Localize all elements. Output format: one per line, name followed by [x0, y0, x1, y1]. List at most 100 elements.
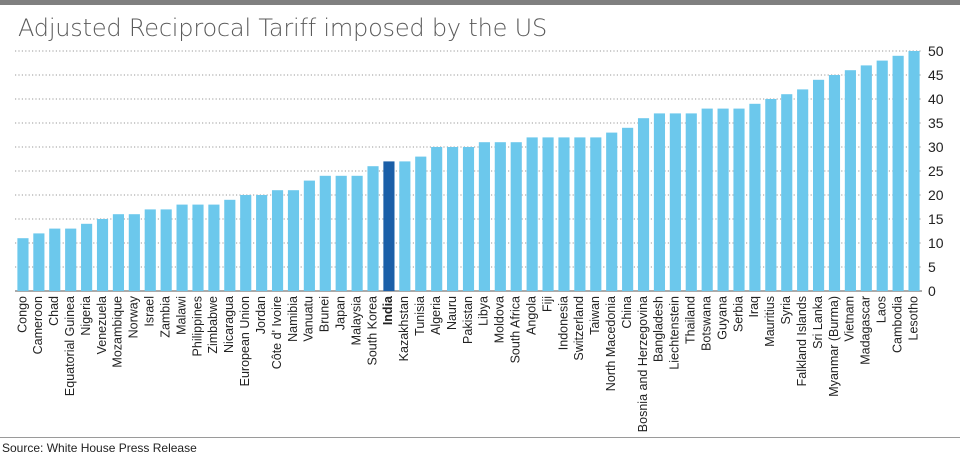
- x-tick-label: Syria: [779, 296, 793, 325]
- bar-congo: [17, 238, 29, 291]
- chart-title: Adjusted Reciprocal Tariff imposed by th…: [18, 14, 547, 42]
- x-tick-label: Nauru: [445, 296, 459, 330]
- x-tick-label: Libya: [477, 296, 491, 326]
- bar-european-union: [240, 195, 252, 291]
- source-note: Source: White House Press Release: [2, 441, 197, 455]
- x-tick-label: Jordan: [254, 296, 268, 334]
- x-tick-label: Laos: [875, 296, 889, 323]
- bar-jordan: [256, 195, 268, 291]
- bar-bosnia-and-herzegovina: [637, 118, 650, 291]
- x-tick-label: Equatorial Guinea: [63, 296, 77, 396]
- y-tick-label: 15: [928, 211, 944, 227]
- x-tick-label: European Union: [238, 296, 252, 386]
- bar-israel: [144, 209, 156, 291]
- bar-botswana: [701, 108, 713, 291]
- bar-libya: [478, 142, 490, 291]
- bottom-rule: [0, 437, 960, 438]
- bar-falkland-islands: [797, 89, 809, 292]
- x-tick-label: North Macedonia: [604, 296, 618, 391]
- bar-liechtenstein: [669, 113, 681, 292]
- bar-vanuatu: [303, 180, 315, 291]
- x-tick-label: Vanuatu: [302, 296, 316, 342]
- bar-india: [383, 161, 395, 291]
- x-tick-label: Algeria: [429, 296, 443, 335]
- bar-fiji: [542, 137, 554, 291]
- bar-guyana: [717, 108, 729, 291]
- x-tick-label: Serbia: [731, 296, 745, 332]
- bar-lesotho: [908, 51, 920, 291]
- bar-iraq: [749, 103, 761, 291]
- x-tick-label: Lesotho: [906, 296, 920, 341]
- x-tick-label: Tunisia: [413, 296, 427, 336]
- bar-angola: [526, 137, 538, 291]
- x-tick-label: Fiji: [540, 296, 554, 312]
- bar-vietnam: [844, 70, 856, 291]
- x-tick-label: Indonesia: [556, 296, 570, 350]
- bar-moldova: [494, 142, 506, 291]
- x-tick-label: Zambia: [158, 296, 172, 338]
- x-tick-label: Guyana: [715, 296, 729, 340]
- y-tick-label: 40: [928, 91, 944, 107]
- x-tick-label: Liechtenstein: [668, 296, 682, 370]
- bar-south-korea: [367, 166, 379, 291]
- bar-mozambique: [112, 214, 124, 291]
- x-tick-label: South Korea: [365, 296, 379, 366]
- y-tick-label: 0: [928, 283, 936, 299]
- y-tick-label: 25: [928, 163, 944, 179]
- x-tick-label: Pakistan: [461, 296, 475, 344]
- x-tick-label: Kazakhstan: [397, 296, 411, 361]
- x-tick-label: Iraq: [747, 296, 761, 318]
- bar-syria: [781, 94, 793, 291]
- x-tick-label: Venezuela: [95, 296, 109, 354]
- bar-myanmar-burma-: [828, 75, 841, 291]
- bar-brunei: [319, 175, 331, 291]
- bar-chart: 0 5 10 15 20 25 30 35 40 45 50 Congo Cameroon Chad Equ…: [15, 43, 944, 432]
- x-tick-label: Cambodia: [890, 296, 904, 353]
- x-tick-label: Zimbabwe: [206, 296, 220, 354]
- bar-philippines: [192, 204, 204, 291]
- bar-cambodia: [892, 55, 904, 291]
- x-tick-label: Myanmar (Burma): [827, 296, 841, 397]
- bar-china: [622, 127, 634, 291]
- bar-taiwan: [590, 137, 602, 291]
- x-tick-label: Angola: [524, 296, 538, 335]
- x-tick-label: Cameroon: [31, 296, 45, 354]
- x-tick-label: India: [381, 295, 395, 325]
- bar-switzerland: [574, 137, 586, 291]
- bar-kazakhstan: [399, 161, 411, 291]
- bar-mauritius: [765, 99, 777, 291]
- x-tick-label: Congo: [15, 296, 29, 333]
- bar-serbia: [733, 108, 745, 291]
- x-tick-label: China: [620, 296, 634, 329]
- x-tick-label: Philippines: [190, 296, 204, 356]
- bar-north-macedonia: [606, 132, 618, 291]
- x-tick-label: Malaysia: [349, 296, 363, 345]
- x-tick-label: Nicaragua: [222, 296, 236, 353]
- bar-japan: [335, 175, 347, 291]
- x-tick-label: Côte d' Ivoire: [270, 296, 284, 369]
- y-tick-label: 35: [928, 115, 944, 131]
- bar-south-africa: [510, 142, 522, 291]
- bar-algeria: [431, 147, 443, 291]
- x-tick-label: Mozambique: [111, 296, 125, 368]
- bar-namibia: [287, 190, 300, 291]
- bar-cameroon: [33, 233, 45, 291]
- bar-indonesia: [558, 137, 570, 291]
- bar-laos: [876, 60, 888, 291]
- x-tick-label: Sri Lanka: [811, 296, 825, 349]
- x-tick-label: Brunei: [318, 296, 332, 332]
- x-tick-label: Bangladesh: [652, 296, 666, 362]
- x-tick-label: Bosnia and Herzegovina: [636, 296, 650, 432]
- y-tick-label: 50: [928, 43, 944, 59]
- bar-venezuela: [96, 219, 109, 291]
- bar-equatorial-guinea: [65, 228, 77, 291]
- x-tick-label: Namibia: [286, 296, 300, 342]
- x-tick-label: Switzerland: [572, 296, 586, 361]
- bar-nigeria: [81, 223, 93, 291]
- x-tick-label: Thailand: [684, 296, 698, 344]
- x-tick-label: Mauritius: [763, 296, 777, 347]
- x-tick-label: Vietnam: [843, 296, 857, 342]
- x-tick-label: Nigeria: [79, 296, 93, 336]
- top-rule: [0, 0, 960, 5]
- x-tick-label: Moldova: [493, 296, 507, 343]
